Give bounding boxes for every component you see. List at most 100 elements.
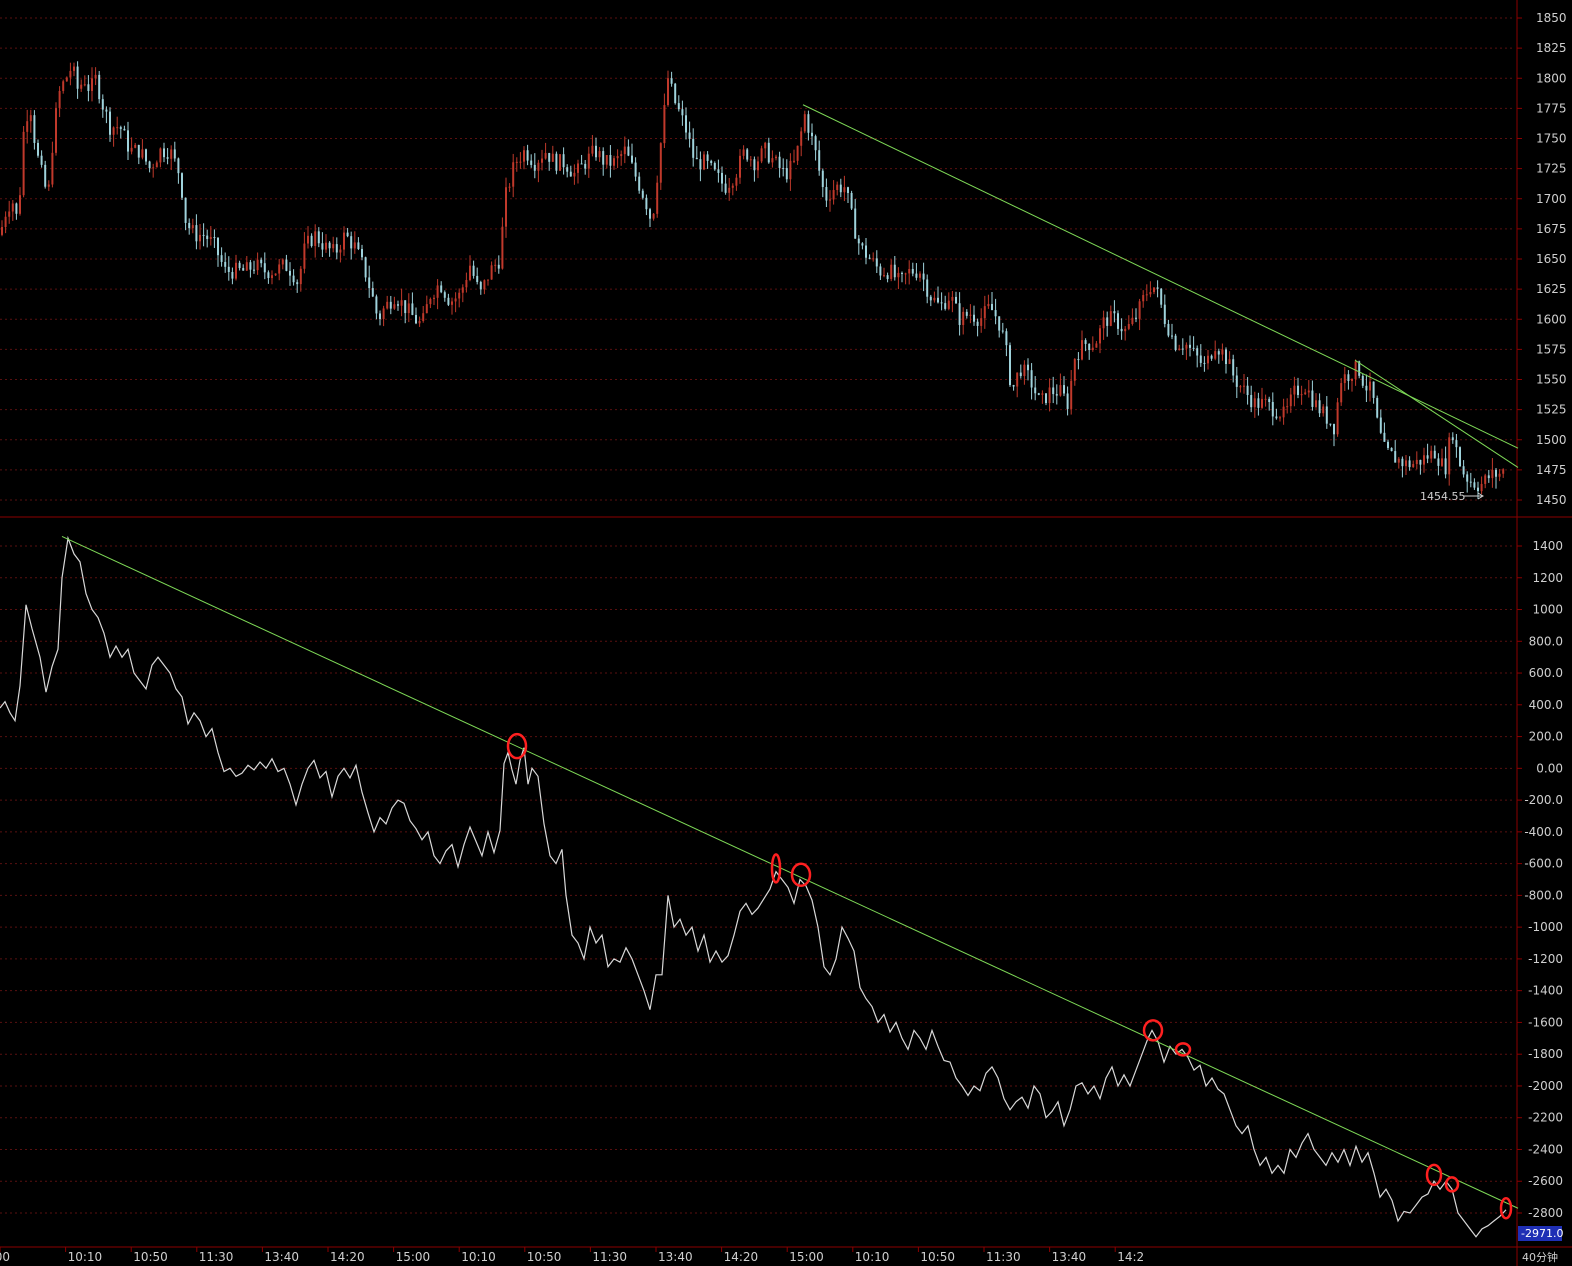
candle-body: [332, 244, 335, 249]
candle-body: [505, 187, 507, 227]
candle-body: [393, 304, 396, 309]
candle-body: [764, 142, 767, 149]
candle-body: [127, 130, 129, 152]
candle-body: [454, 298, 457, 302]
candle-body: [501, 226, 504, 269]
candle-body: [976, 321, 979, 326]
period-label[interactable]: 40分钟: [1522, 1250, 1558, 1264]
candle-body: [1361, 375, 1364, 386]
candle-body: [76, 66, 79, 89]
price-panel: [1, 61, 1519, 500]
candle-body: [461, 287, 464, 293]
candle-body: [195, 225, 198, 242]
price-tick-label: 1725: [1536, 162, 1567, 176]
candle-body: [901, 272, 903, 274]
candle-body: [1307, 390, 1310, 393]
candle-body: [1052, 387, 1055, 395]
candle-body: [1246, 385, 1249, 396]
candle-body: [1027, 364, 1029, 371]
candle-body: [1387, 441, 1389, 448]
candle-body: [1163, 304, 1166, 324]
candle-body: [494, 264, 497, 266]
candle-body: [1113, 311, 1116, 314]
candle-body: [616, 156, 619, 159]
candle-body: [1408, 460, 1411, 468]
x-tick-label: 10:10: [855, 1250, 890, 1264]
candle-body: [1153, 287, 1155, 293]
candle-body: [443, 292, 446, 298]
candle-body: [865, 245, 867, 258]
indicator-tick-label: -1400: [1528, 984, 1563, 998]
candle-body: [929, 296, 932, 301]
candle-body: [699, 159, 702, 170]
candle-body: [937, 297, 939, 303]
x-tick-label: 10:10: [68, 1250, 103, 1264]
last-value-text: -2971.0: [1521, 1227, 1563, 1240]
candle-body: [1473, 482, 1476, 488]
candle-body: [1444, 458, 1447, 475]
candle-body: [645, 197, 648, 210]
candle-body: [458, 292, 461, 299]
candle-body: [980, 318, 983, 326]
candle-body: [649, 209, 651, 219]
candle-body: [1084, 340, 1087, 344]
candle-body: [40, 155, 43, 165]
candle-body: [893, 264, 896, 278]
candle-body: [753, 159, 756, 171]
touch-marker: [1425, 1163, 1443, 1187]
candle-body: [919, 273, 921, 278]
price-trendline: [802, 104, 1519, 449]
candle-body: [1203, 362, 1206, 364]
candle-body: [807, 114, 810, 133]
candle-body: [166, 157, 169, 159]
candle-body: [145, 149, 147, 162]
candle-body: [1207, 355, 1209, 364]
candle-body: [875, 258, 878, 267]
candle-body: [1009, 345, 1011, 386]
candle-body: [785, 168, 788, 180]
candle-body: [951, 296, 954, 301]
candle-body: [65, 77, 68, 82]
candle-body: [1034, 387, 1037, 394]
candle-body: [1401, 458, 1404, 467]
x-tick-label: 10:50: [527, 1250, 562, 1264]
candle-body: [1174, 335, 1177, 350]
candle-body: [555, 153, 558, 171]
candle-body: [1300, 394, 1303, 396]
candle-body: [472, 265, 475, 276]
candle-body: [163, 148, 165, 158]
candle-body: [811, 132, 813, 137]
candle-body: [1199, 355, 1202, 363]
candle-body: [677, 103, 680, 110]
candle-body: [778, 156, 781, 168]
candle-body: [1077, 359, 1080, 361]
candle-body: [173, 149, 176, 159]
candle-body: [134, 144, 137, 148]
candle-body: [1466, 474, 1469, 482]
candle-body: [451, 301, 453, 305]
candle-body: [731, 185, 734, 188]
candle-body: [141, 149, 144, 158]
candle-body: [1250, 395, 1253, 408]
price-tick-label: 1800: [1536, 71, 1567, 85]
candle-body: [1397, 458, 1400, 463]
price-tick-label: 1600: [1536, 312, 1567, 326]
candle-body: [757, 161, 759, 171]
candle-body: [271, 275, 273, 279]
candle-body: [188, 222, 191, 229]
candle-body: [1070, 380, 1073, 409]
candle-body: [213, 237, 216, 239]
candle-body: [235, 262, 237, 279]
candle-body: [1156, 287, 1159, 289]
candle-body: [793, 160, 795, 162]
candle-body: [1124, 328, 1127, 332]
candle-body: [346, 232, 349, 237]
candle-body: [321, 243, 324, 250]
candle-body: [1117, 313, 1119, 329]
price-tick-label: 1700: [1536, 192, 1567, 206]
grid-layer: [0, 17, 1515, 1214]
candle-body: [987, 303, 990, 307]
candle-body: [1037, 393, 1040, 395]
